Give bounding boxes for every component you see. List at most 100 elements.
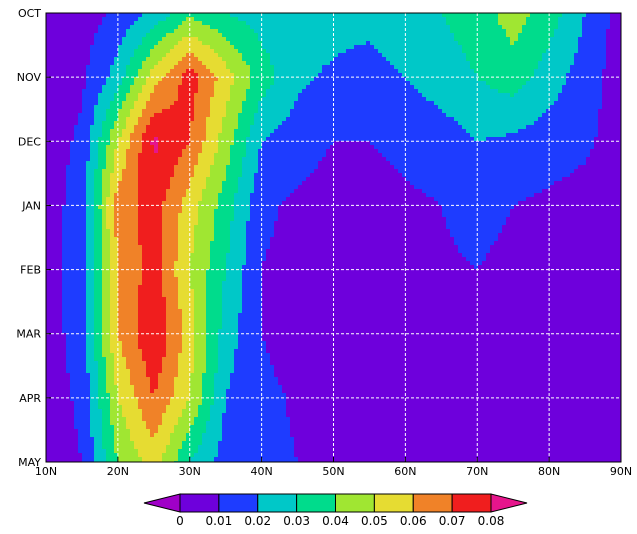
contour-cell <box>550 101 555 106</box>
contour-cell <box>582 129 587 134</box>
contour-cell <box>70 125 75 130</box>
contour-cell <box>390 53 395 58</box>
contour-cell <box>382 133 387 138</box>
contour-cell <box>134 129 139 134</box>
contour-cell <box>526 77 531 82</box>
contour-cell <box>142 81 147 86</box>
contour-cell <box>538 61 543 66</box>
contour-cell <box>554 57 559 62</box>
contour-cell <box>610 69 615 74</box>
contour-cell <box>174 49 179 54</box>
contour-cell <box>454 25 459 30</box>
contour-cell <box>542 57 547 62</box>
contour-cell <box>374 149 379 154</box>
contour-cell <box>502 117 507 122</box>
contour-cell <box>258 17 263 22</box>
contour-cell <box>214 81 219 86</box>
contour-cell <box>270 93 275 98</box>
contour-cell <box>126 97 131 102</box>
contour-cell <box>538 73 543 78</box>
contour-cell <box>198 93 203 98</box>
contour-cell <box>102 13 107 18</box>
contour-cell <box>470 29 475 34</box>
contour-cell <box>198 41 203 46</box>
contour-cell <box>298 81 303 86</box>
contour-cell <box>566 29 571 34</box>
contour-cell <box>486 97 491 102</box>
contour-cell <box>522 89 527 94</box>
contour-cell <box>598 57 603 62</box>
contour-cell <box>130 77 135 82</box>
contour-cell <box>454 141 459 146</box>
contour-cell <box>590 113 595 118</box>
contour-cell <box>414 93 419 98</box>
contour-cell <box>186 81 191 86</box>
contour-cell <box>230 141 235 146</box>
contour-cell <box>134 85 139 90</box>
contour-cell <box>398 65 403 70</box>
contour-cell <box>314 109 319 114</box>
contour-cell <box>194 81 199 86</box>
contour-cell <box>138 85 143 90</box>
contour-cell <box>50 109 55 114</box>
contour-cell <box>78 137 83 142</box>
contour-cell <box>454 45 459 50</box>
contour-cell <box>362 49 367 54</box>
contour-cell <box>214 101 219 106</box>
contour-cell <box>62 53 67 58</box>
contour-cell <box>286 93 291 98</box>
contour-cell <box>138 37 143 42</box>
contour-cell <box>134 45 139 50</box>
contour-cell <box>370 53 375 58</box>
contour-cell <box>602 49 607 54</box>
contour-cell <box>70 57 75 62</box>
contour-cell <box>74 117 79 122</box>
contour-cell <box>550 13 555 18</box>
contour-cell <box>282 137 287 142</box>
contour-cell <box>230 113 235 118</box>
contour-cell <box>162 89 167 94</box>
contour-cell <box>550 17 555 22</box>
contour-cell <box>458 13 463 18</box>
contour-cell <box>374 29 379 34</box>
contour-cell <box>466 81 471 86</box>
contour-cell <box>402 13 407 18</box>
contour-cell <box>302 81 307 86</box>
contour-cell <box>218 101 223 106</box>
contour-cell <box>450 57 455 62</box>
contour-cell <box>362 149 367 154</box>
contour-cell <box>582 25 587 30</box>
contour-cell <box>374 117 379 122</box>
contour-cell <box>226 137 231 142</box>
contour-cell <box>294 109 299 114</box>
contour-cell <box>110 89 115 94</box>
contour-cell <box>114 105 119 110</box>
contour-cell <box>566 97 571 102</box>
contour-cell <box>434 145 439 150</box>
contour-cell <box>242 21 247 26</box>
contour-cell <box>314 41 319 46</box>
contour-cell <box>610 73 615 78</box>
contour-cell <box>206 65 211 70</box>
contour-cell <box>278 53 283 58</box>
contour-cell <box>218 37 223 42</box>
contour-cell <box>346 13 351 18</box>
contour-cell <box>302 37 307 42</box>
contour-cell <box>566 121 571 126</box>
contour-cell <box>578 25 583 30</box>
contour-cell <box>418 13 423 18</box>
contour-cell <box>378 93 383 98</box>
contour-cell <box>310 125 315 130</box>
contour-cell <box>62 73 67 78</box>
contour-cell <box>46 121 51 126</box>
contour-cell <box>94 117 99 122</box>
contour-cell <box>450 25 455 30</box>
contour-cell <box>122 41 127 46</box>
contour-cell <box>590 89 595 94</box>
contour-cell <box>474 105 479 110</box>
contour-cell <box>250 25 255 30</box>
contour-cell <box>106 21 111 26</box>
contour-cell <box>594 25 599 30</box>
contour-cell <box>514 89 519 94</box>
